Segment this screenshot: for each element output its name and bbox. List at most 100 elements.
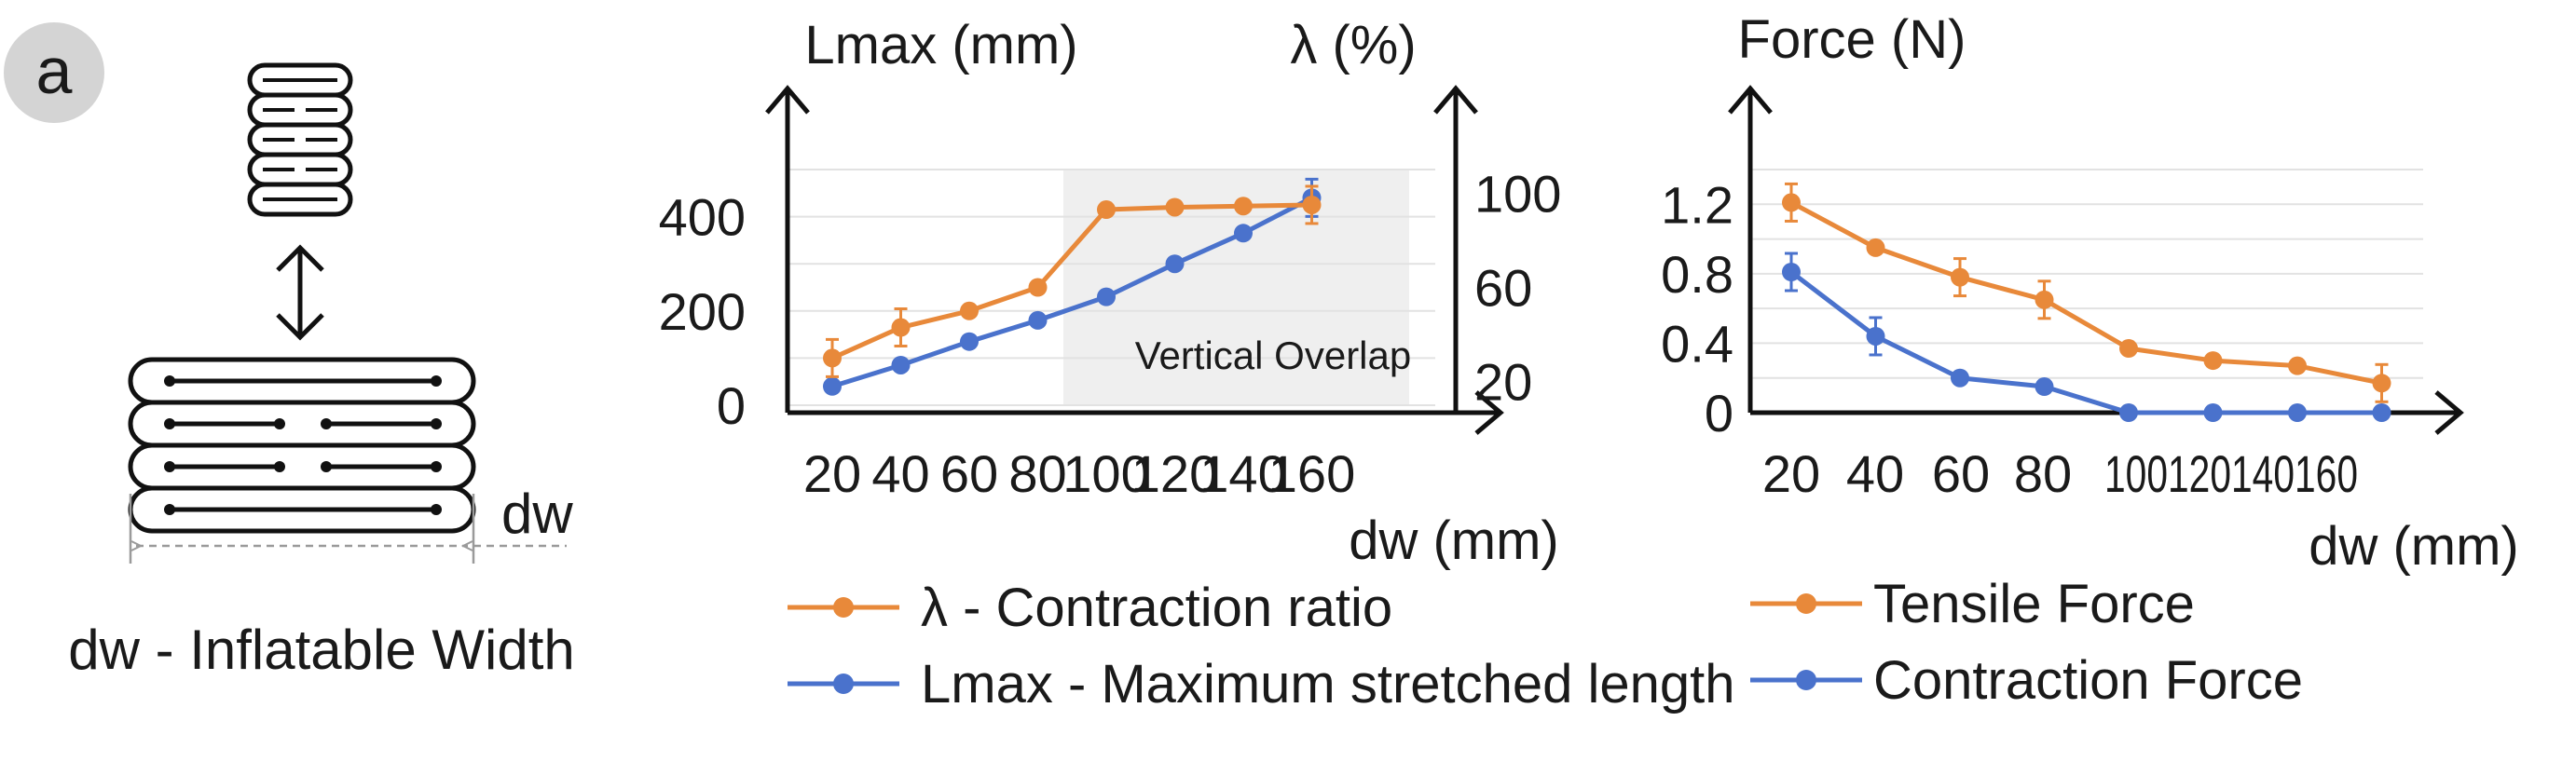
right-y-tick-label: 20 (1474, 353, 1532, 412)
compact-stack-icon (247, 62, 353, 217)
contraction-ratio-series-point (1234, 197, 1253, 216)
legend-swatch-marker (833, 674, 854, 694)
contraction-ratio-series-line (830, 202, 1312, 361)
x-tick-label: 60 (940, 444, 998, 503)
x-tick-label: 140 (2231, 444, 2295, 503)
chart1-legend: λ - Contraction ratio Lmax - Maximum stre… (788, 578, 1735, 714)
x-tick-label: 20 (1762, 444, 1820, 503)
legend-entry: λ - Contraction ratio (788, 578, 1392, 638)
tensile-force-series-point (2203, 351, 2223, 371)
x-tick-label: 100 (1062, 444, 1149, 503)
lmax-series-point (1097, 287, 1116, 306)
contraction-ratio-series-point (1165, 197, 1185, 217)
tensile-force-series-point (1782, 193, 1801, 212)
lmax-series-line (831, 196, 1313, 389)
chart2-legend: Tensile Force Contraction Force (1750, 574, 2303, 711)
panel-badge: a (4, 22, 104, 123)
x-axis-arrow (1474, 390, 1504, 435)
x-tick-label: 140 (1199, 444, 1286, 503)
contraction-ratio-series-point (960, 301, 979, 320)
x-tick-label: 60 (1932, 444, 1990, 503)
chart1-left-axis-title: Lmax (mm) (804, 15, 1077, 75)
chart-force: Force (N) dw (mm) 20 40 60 80 100 120 140 160 0 0… (1661, 9, 2519, 577)
legend-label: Tensile Force (1873, 574, 2195, 634)
chart1-axes (765, 85, 1504, 435)
contraction-ratio-series-point (823, 348, 842, 368)
width-label: dw (501, 483, 573, 545)
contraction-force-series-point (2288, 403, 2307, 422)
panel-label: a (36, 34, 73, 107)
contraction-force-series-point (1782, 262, 1801, 281)
chart2-tick-labels: 20 40 60 80 100 120 140 160 0 0.4 0.8 1.2 (1661, 175, 2358, 503)
x-tick-label: 20 (803, 444, 861, 503)
tensile-force-series-point (2372, 374, 2391, 393)
tensile-force-series-point (2035, 290, 2054, 309)
contraction-force-series-point (2203, 403, 2223, 422)
x-tick-label: 80 (2014, 444, 2072, 503)
x-axis-arrow (2434, 390, 2464, 435)
right-y-tick-label: 100 (1474, 164, 1561, 223)
contraction-force-series-point (1866, 326, 1885, 346)
contraction-force-series-point (2035, 377, 2054, 397)
lmax-series-point (823, 376, 842, 396)
lmax-series-point (891, 355, 911, 374)
panel-badge-circle (4, 22, 104, 123)
lmax-series-point (1234, 224, 1253, 243)
contraction-force-series-point (1951, 368, 1969, 388)
legend-entry: Tensile Force (1750, 574, 2195, 634)
legend-swatch-marker (833, 597, 854, 618)
x-tick-label: 120 (1131, 444, 1218, 503)
lmax-series-point (1165, 254, 1185, 274)
legend-swatch-marker (1796, 670, 1816, 690)
y-axis-arrow (1728, 85, 1773, 115)
legend-label: λ - Contraction ratio (921, 578, 1392, 638)
vertical-overlap-annotation: Vertical Overlap (1135, 333, 1411, 377)
contraction-force-series-point (2372, 403, 2391, 422)
chart2-axes (1728, 85, 2464, 435)
y-tick-label: 1.2 (1661, 175, 1733, 234)
diagram-caption: dw - Inflatable Width (68, 619, 575, 681)
width-dimension (129, 494, 567, 564)
left-y-tick-label: 400 (659, 188, 746, 247)
inflatable-diagram (128, 62, 567, 564)
right-y-tick-label: 60 (1474, 259, 1532, 318)
legend-swatch-marker (1796, 593, 1816, 614)
x-tick-label: 160 (2295, 444, 2358, 503)
x-tick-label: 80 (1008, 444, 1066, 503)
left-y-tick-label: 200 (659, 282, 746, 341)
y-tick-label: 0.4 (1661, 314, 1733, 373)
x-tick-label: 100 (2104, 444, 2168, 503)
y-tick-label: 0 (1705, 384, 1733, 442)
chart2-gridlines (1750, 169, 2423, 379)
y-axis-arrow (765, 85, 810, 115)
tensile-force-series-line (1789, 200, 2383, 386)
lmax-series-point (960, 332, 979, 351)
contraction-ratio-series-point (891, 318, 911, 337)
chart2-y-axis-title: Force (N) (1738, 9, 1966, 70)
tensile-force-series-point (1951, 267, 1969, 287)
legend-label: Contraction Force (1873, 650, 2303, 711)
chart1-series (823, 177, 1322, 396)
x-tick-label: 40 (1846, 444, 1904, 503)
tensile-force-series-point (2288, 356, 2307, 375)
tensile-force-series-point (2119, 339, 2138, 359)
chart1-x-axis-label: dw (mm) (1349, 510, 1559, 571)
chart-contraction-length: Vertical Overlap Lmax (mm) λ (%) dw (mm)… (659, 15, 1562, 571)
left-y-tick-label: 0 (717, 376, 746, 435)
y-tick-label: 0.8 (1661, 245, 1733, 304)
double-arrow-icon (276, 244, 324, 341)
legend-entry: Lmax - Maximum stretched length (788, 654, 1735, 714)
contraction-ratio-series-point (1097, 200, 1116, 220)
expanded-stack-icon (128, 357, 476, 534)
contraction-force-series-line (1789, 270, 2382, 415)
x-tick-label: 120 (2168, 444, 2231, 503)
chart2-series (1782, 182, 2391, 422)
contraction-ratio-series-point (1302, 195, 1322, 214)
contraction-ratio-series-point (1028, 278, 1048, 297)
contraction-force-series-point (2119, 403, 2138, 422)
chart1-right-axis-title: λ (%) (1290, 15, 1416, 75)
x-tick-label: 40 (871, 444, 929, 503)
right-y-axis-arrow (1433, 85, 1478, 115)
